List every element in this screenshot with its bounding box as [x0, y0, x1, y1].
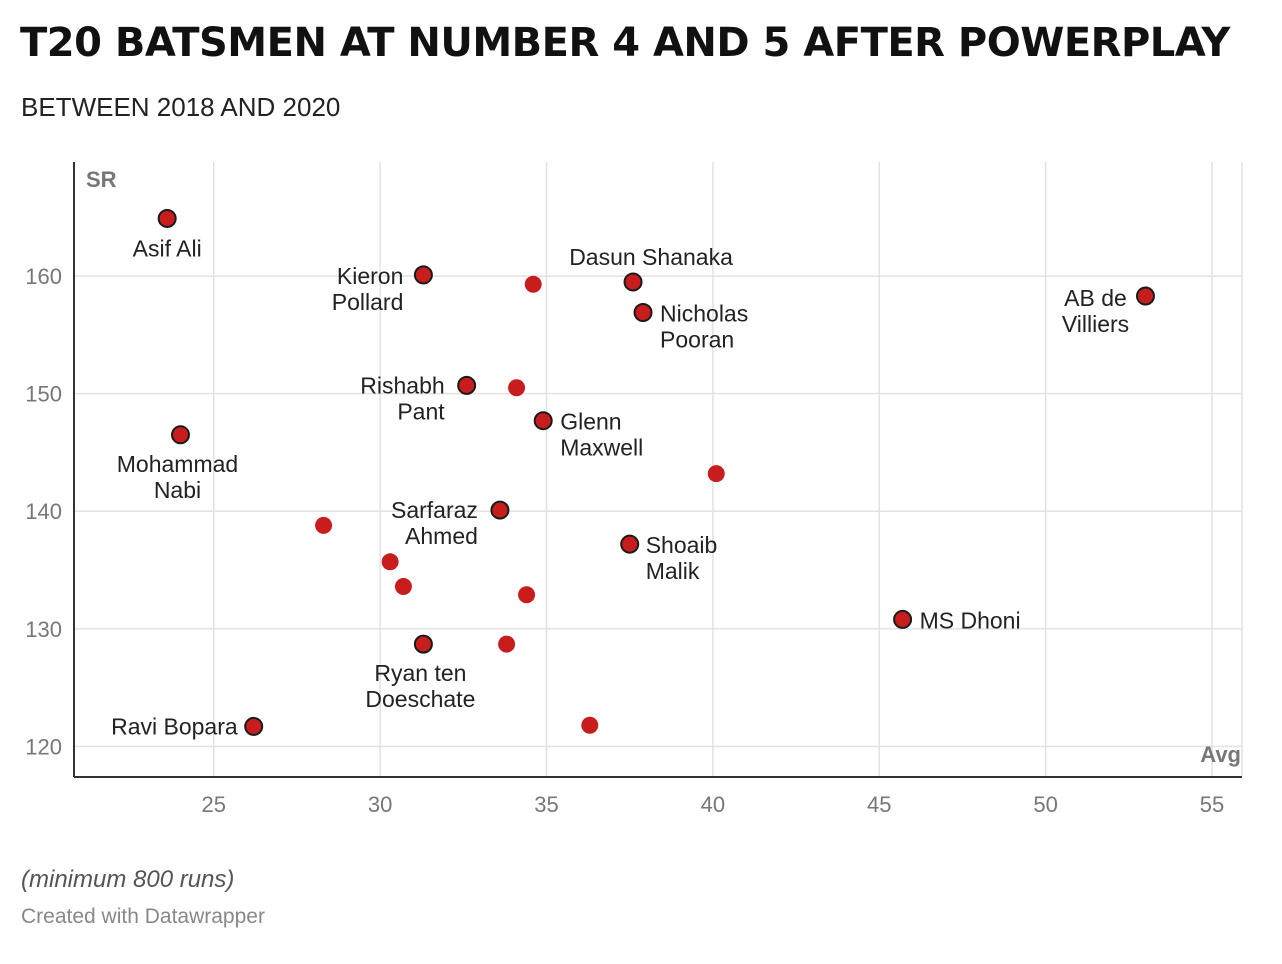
grid-lines	[74, 162, 1243, 777]
point-label: Pollard	[332, 289, 404, 315]
point-label: Doeschate	[365, 686, 475, 712]
point-label: Villiers	[1062, 311, 1129, 337]
point-label: Asif Ali	[133, 235, 202, 261]
data-point	[581, 716, 599, 734]
point-label: AB de	[1064, 285, 1127, 311]
x-tick-label: 40	[701, 792, 725, 817]
point-label: Shoaib	[646, 532, 718, 558]
highlighted-point	[893, 609, 913, 629]
x-tick-label: 50	[1033, 792, 1057, 817]
point-label: Ryan ten	[374, 660, 466, 686]
chart-title: T20 BATSMEN AT NUMBER 4 AND 5 AFTER POWE…	[20, 20, 1230, 66]
data-point	[518, 586, 536, 604]
point-label: Glenn	[560, 409, 621, 435]
data-point	[508, 379, 526, 397]
highlighted-point	[623, 272, 643, 292]
highlighted-point	[533, 411, 553, 431]
highlighted-point	[413, 265, 433, 285]
y-tick-label: 150	[25, 382, 62, 407]
y-tick-label: 140	[25, 499, 62, 524]
data-points	[157, 208, 1155, 736]
data-point	[498, 635, 516, 653]
point-label: Nabi	[154, 477, 201, 503]
x-tick-label: 25	[202, 792, 226, 817]
point-label: Sarfaraz	[391, 497, 478, 523]
highlighted-point	[633, 303, 653, 323]
tick-labels: 25 30 35 40 45 50 55 120 130 140 150 160	[25, 264, 1224, 817]
point-label: Mohammad	[117, 451, 238, 477]
data-point	[524, 275, 542, 293]
highlighted-point	[1135, 286, 1155, 306]
y-tick-label: 130	[25, 617, 62, 642]
chart-notes: (minimum 800 runs)	[21, 866, 235, 893]
x-tick-label: 45	[867, 792, 891, 817]
data-point	[315, 516, 333, 534]
x-axis-title: Avg	[1200, 742, 1241, 767]
point-label: Nicholas	[660, 301, 748, 327]
point-label: Ahmed	[405, 523, 478, 549]
point-label: Kieron	[337, 263, 403, 289]
data-point	[381, 553, 399, 571]
y-axis-title: SR	[86, 167, 117, 192]
point-label: Maxwell	[560, 435, 643, 461]
x-tick-label: 35	[534, 792, 558, 817]
highlighted-point	[490, 500, 510, 520]
highlighted-point	[157, 208, 177, 228]
chart-subtitle: BETWEEN 2018 AND 2020	[21, 92, 341, 122]
highlighted-point	[413, 634, 433, 654]
point-label: Pant	[397, 398, 445, 424]
x-tick-label: 55	[1200, 792, 1224, 817]
y-tick-label: 160	[25, 264, 62, 289]
highlighted-point	[170, 425, 190, 445]
axes	[73, 162, 1242, 778]
highlighted-point	[244, 716, 264, 736]
point-label: MS Dhoni	[920, 607, 1021, 633]
y-tick-label: 120	[25, 734, 62, 759]
data-point	[394, 578, 412, 596]
highlighted-point	[457, 375, 477, 395]
point-label: Dasun Shanaka	[569, 244, 733, 270]
point-label: Pooran	[660, 327, 734, 353]
data-point	[707, 465, 725, 483]
point-label: Rishabh	[360, 372, 444, 398]
chart-credit: Created with Datawrapper	[21, 905, 265, 928]
x-tick-label: 30	[368, 792, 392, 817]
highlighted-point	[620, 534, 640, 554]
point-label: Ravi Bopara	[111, 713, 238, 739]
point-label: Malik	[646, 558, 700, 584]
